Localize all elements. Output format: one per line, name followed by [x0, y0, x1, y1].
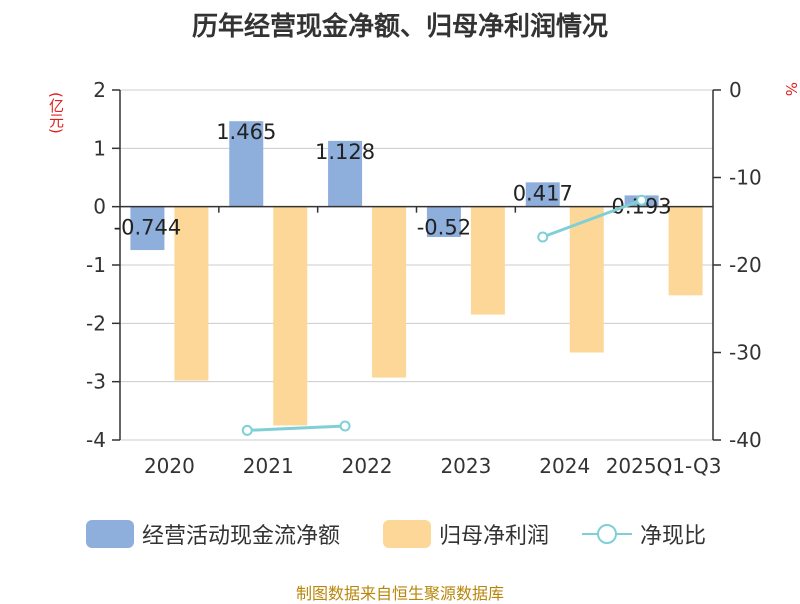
- x-tick-label-0: 2020: [144, 454, 195, 478]
- right-tick-label-0: 0: [729, 78, 742, 102]
- legend-item-netprofit[interactable]: 归母净利润: [383, 518, 549, 550]
- left-tick-label-5: -3: [86, 370, 106, 394]
- x-tick-label-1: 2021: [243, 454, 294, 478]
- left-tick-label-0: 2: [93, 78, 106, 102]
- ratio-point-2: [339, 420, 351, 432]
- ratio-line-segment-1: [247, 424, 346, 432]
- legend-item-cashflow[interactable]: 经营活动现金流净额: [86, 518, 340, 550]
- bar-netprofit-1: [273, 206, 308, 426]
- ratio-line-segment-4: [542, 198, 643, 239]
- ratio-point-4: [537, 231, 549, 243]
- ratio-point-5: [636, 194, 648, 206]
- data-label-cashflow-2: 1.128: [315, 140, 375, 164]
- left-tick-label-4: -2: [86, 311, 106, 335]
- bar-cashflow-0: [130, 206, 165, 251]
- right-tick-label-3: -30: [729, 341, 762, 365]
- legend-label-ratio: 净现比: [640, 524, 707, 549]
- bar-netprofit-4: [569, 206, 604, 353]
- x-tick-label-3: 2023: [440, 454, 491, 478]
- left-axis-unit: (亿元): [47, 92, 65, 134]
- bar-cashflow-4: [525, 182, 560, 207]
- legend-line-icon: [582, 524, 632, 544]
- legend-swatch-netprofit: [383, 520, 431, 548]
- x-tick-label-5: 2025Q1-Q3: [606, 454, 722, 478]
- left-tick-label-6: -4: [86, 428, 106, 452]
- source-note: 制图数据来自恒生聚源数据库: [295, 584, 504, 603]
- bar-cashflow-3: [426, 206, 461, 237]
- bar-cashflow-2: [328, 140, 363, 207]
- bar-netprofit-5: [668, 206, 703, 296]
- data-label-cashflow-0: -0.744: [114, 216, 182, 240]
- bar-netprofit-0: [174, 206, 209, 381]
- bar-cashflow-1: [229, 121, 264, 207]
- right-tick-label-4: -40: [729, 428, 762, 452]
- chart-title: 历年经营现金净额、归母净利润情况: [191, 12, 608, 42]
- data-label-cashflow-1: 1.465: [216, 120, 276, 144]
- left-tick-label-2: 0: [93, 195, 106, 219]
- legend: 经营活动现金流净额 归母净利润 净现比: [0, 518, 800, 552]
- x-tick-label-4: 2024: [539, 454, 590, 478]
- bar-netprofit-2: [372, 206, 407, 378]
- left-tick-label-1: 1: [93, 136, 106, 160]
- x-tick-label-2: 2022: [342, 454, 393, 478]
- right-axis-unit: %: [782, 82, 800, 97]
- legend-label-cashflow: 经营活动现金流净额: [142, 524, 341, 549]
- bar-netprofit-3: [470, 206, 505, 315]
- left-tick-label-3: -1: [86, 253, 106, 277]
- legend-label-netprofit: 归母净利润: [439, 524, 550, 549]
- legend-swatch-cashflow: [86, 520, 134, 548]
- data-label-cashflow-4: 0.417: [513, 181, 573, 205]
- data-label-cashflow-3: -0.52: [417, 216, 471, 240]
- right-tick-label-2: -20: [729, 253, 762, 277]
- legend-item-ratio[interactable]: 净现比: [582, 518, 706, 550]
- right-tick-label-1: -10: [729, 166, 762, 190]
- ratio-point-1: [241, 424, 253, 436]
